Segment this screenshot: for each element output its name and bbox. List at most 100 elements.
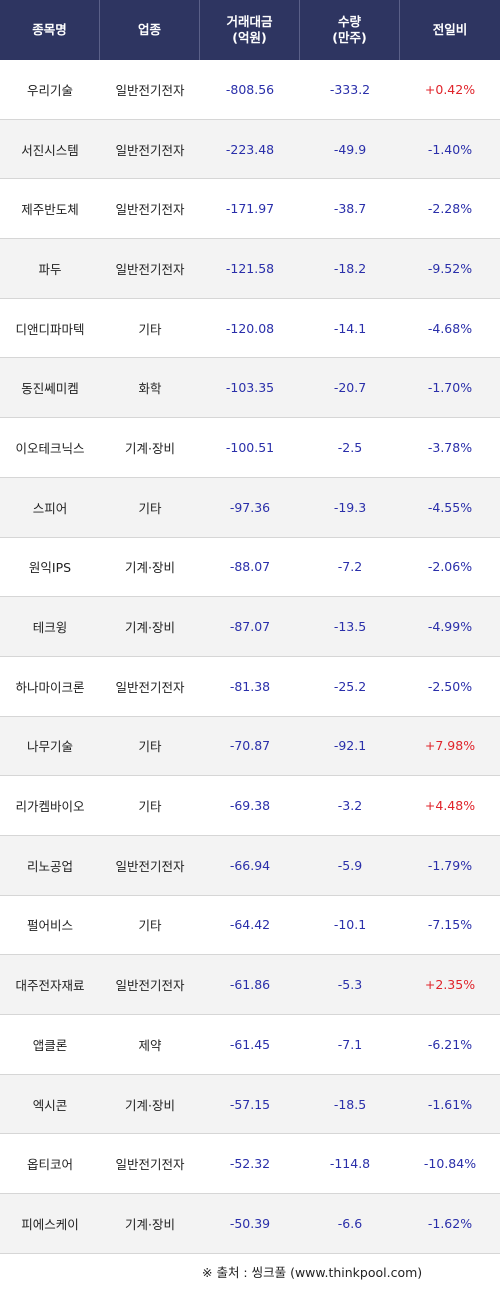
trade-amount: -61.86 <box>229 977 271 993</box>
change-rate: -1.70% <box>427 380 473 396</box>
change-rate: +7.98% <box>424 738 476 754</box>
change-rate: -4.68% <box>427 320 473 336</box>
change-rate: -4.55% <box>427 499 473 515</box>
sector: 일반전기전자 <box>115 1157 185 1173</box>
stock-name: 디앤디파마텍 <box>15 321 85 337</box>
stock-name: 서진시스템 <box>21 142 79 158</box>
source-footer: ※ 출처 : 씽크풀 (www.thinkpool.com) <box>202 1264 423 1280</box>
sector: 기계·장비 <box>125 440 175 456</box>
trade-amount: -70.87 <box>229 738 271 754</box>
table-row: 스피어 기타 -97.36 -19.3 -4.55% <box>0 477 500 538</box>
stock-name: 하나마이크론 <box>15 679 85 695</box>
trade-amount: -69.38 <box>229 798 271 814</box>
trade-amount: -223.48 <box>225 141 275 157</box>
table-row: 파두 일반전기전자 -121.58 -18.2 -9.52% <box>0 239 500 299</box>
trade-volume: -10.1 <box>333 917 367 933</box>
sector: 기계·장비 <box>125 560 175 576</box>
header-volume-line2: (만주) <box>332 30 367 45</box>
sector: 일반전기전자 <box>115 679 185 695</box>
table-row: 리노공업 일반전기전자 -66.94 -5.9 -1.79% <box>0 835 500 896</box>
trade-amount: -81.38 <box>229 678 271 694</box>
stock-name: 스피어 <box>32 500 68 516</box>
header-sector: 업종 <box>100 0 200 60</box>
trade-amount: -57.15 <box>229 1096 271 1112</box>
change-rate: -4.99% <box>427 619 473 635</box>
header-volume-line1: 수량 <box>337 14 361 29</box>
stock-name: 이오테크닉스 <box>15 440 85 456</box>
trade-amount: -61.45 <box>229 1036 271 1052</box>
trade-amount: -64.42 <box>229 917 271 933</box>
table-row: 옵티코어 일반전기전자 -52.32 -114.8 -10.84% <box>0 1134 500 1195</box>
table-row: 피에스케이 기계·장비 -50.39 -6.6 -1.62% <box>0 1194 500 1254</box>
header-change: 전일비 <box>432 22 468 37</box>
stock-name: 옵티코어 <box>26 1157 73 1173</box>
trade-volume: -6.6 <box>337 1215 363 1231</box>
trade-amount: -87.07 <box>229 619 271 635</box>
table-body: 우리기술 일반전기전자 -808.56 -333.2 +0.42% 서진시스템 일반전기전자… <box>0 60 500 1254</box>
trade-volume: -14.1 <box>333 320 367 336</box>
stock-name: 펄어비스 <box>26 918 73 934</box>
trade-volume: -333.2 <box>329 81 371 97</box>
table-row: 우리기술 일반전기전자 -808.56 -333.2 +0.42% <box>0 60 500 120</box>
change-rate: -1.79% <box>427 857 473 873</box>
stock-name: 나무기술 <box>26 739 73 755</box>
trade-volume: -7.2 <box>337 559 363 575</box>
table-row: 대주전자재료 일반전기전자 -61.86 -5.3 +2.35% <box>0 955 500 1015</box>
table-row: 펄어비스 기타 -64.42 -10.1 -7.15% <box>0 896 500 956</box>
header-amount: 거래대금 (억원) <box>200 0 300 60</box>
stock-name: 리가켐바이오 <box>15 799 85 815</box>
table-row: 나무기술 기타 -70.87 -92.1 +7.98% <box>0 716 500 777</box>
stock-name: 테크윙 <box>32 620 68 636</box>
table-row: 원익IPS 기계·장비 -88.07 -7.2 -2.06% <box>0 538 500 598</box>
change-rate: +4.48% <box>424 798 476 814</box>
trade-amount: -50.39 <box>229 1215 271 1231</box>
trade-volume: -3.2 <box>337 798 363 814</box>
trade-volume: -7.1 <box>337 1036 363 1052</box>
trade-volume: -18.2 <box>333 260 367 276</box>
sector: 일반전기전자 <box>115 202 185 218</box>
header-name: 종목명 <box>0 0 100 60</box>
trade-volume: -13.5 <box>333 619 367 635</box>
sector: 기타 <box>138 321 162 337</box>
stock-table: 종목명 업종 거래대금 (억원) 수량 (만주) 전일비 우리기술 일반전기전자 -… <box>0 0 500 1254</box>
trade-volume: -49.9 <box>333 141 367 157</box>
change-rate: -10.84% <box>423 1156 477 1172</box>
trade-amount: -66.94 <box>229 857 271 873</box>
change-rate: -2.50% <box>427 678 473 694</box>
stock-name: 앱클론 <box>32 1037 68 1053</box>
sector: 기계·장비 <box>125 620 175 636</box>
sector: 기타 <box>138 918 162 934</box>
trade-amount: -120.08 <box>225 320 275 336</box>
table-row: 이오테크닉스 기계·장비 -100.51 -2.5 -3.78% <box>0 418 500 478</box>
table-header: 종목명 업종 거래대금 (억원) 수량 (만주) 전일비 <box>0 0 500 60</box>
stock-name: 동진쎄미켐 <box>21 381 79 397</box>
header-volume: 수량 (만주) <box>300 0 400 60</box>
change-rate: -1.62% <box>427 1215 473 1231</box>
change-rate: -3.78% <box>427 439 473 455</box>
header-amount-line1: 거래대금 <box>226 14 273 29</box>
table-row: 제주반도체 일반전기전자 -171.97 -38.7 -2.28% <box>0 179 500 240</box>
change-rate: -2.28% <box>427 201 473 217</box>
stock-name: 제주반도체 <box>21 202 79 218</box>
trade-volume: -38.7 <box>333 201 367 217</box>
sector: 일반전기전자 <box>115 142 185 158</box>
trade-volume: -25.2 <box>333 678 367 694</box>
table-row: 서진시스템 일반전기전자 -223.48 -49.9 -1.40% <box>0 119 500 180</box>
sector: 일반전기전자 <box>115 978 185 994</box>
change-rate: +0.42% <box>424 81 476 97</box>
trade-amount: -88.07 <box>229 559 271 575</box>
trade-amount: -100.51 <box>225 439 275 455</box>
trade-amount: -808.56 <box>225 81 275 97</box>
table-row: 엑시콘 기계·장비 -57.15 -18.5 -1.61% <box>0 1074 500 1135</box>
trade-volume: -5.3 <box>337 977 363 993</box>
trade-amount: -121.58 <box>225 260 275 276</box>
trade-amount: -52.32 <box>229 1156 271 1172</box>
table-row: 하나마이크론 일반전기전자 -81.38 -25.2 -2.50% <box>0 657 500 717</box>
trade-volume: -20.7 <box>333 380 367 396</box>
change-rate: -1.40% <box>427 141 473 157</box>
stock-name: 리노공업 <box>26 858 73 874</box>
trade-volume: -92.1 <box>333 738 367 754</box>
sector: 기계·장비 <box>125 1216 175 1232</box>
sector: 일반전기전자 <box>115 82 185 98</box>
table-row: 테크윙 기계·장비 -87.07 -13.5 -4.99% <box>0 597 500 657</box>
